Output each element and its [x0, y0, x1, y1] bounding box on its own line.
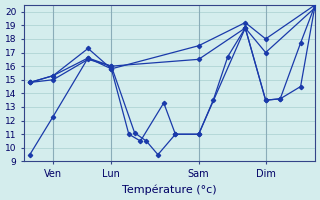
X-axis label: Température (°c): Température (°c)	[122, 185, 217, 195]
